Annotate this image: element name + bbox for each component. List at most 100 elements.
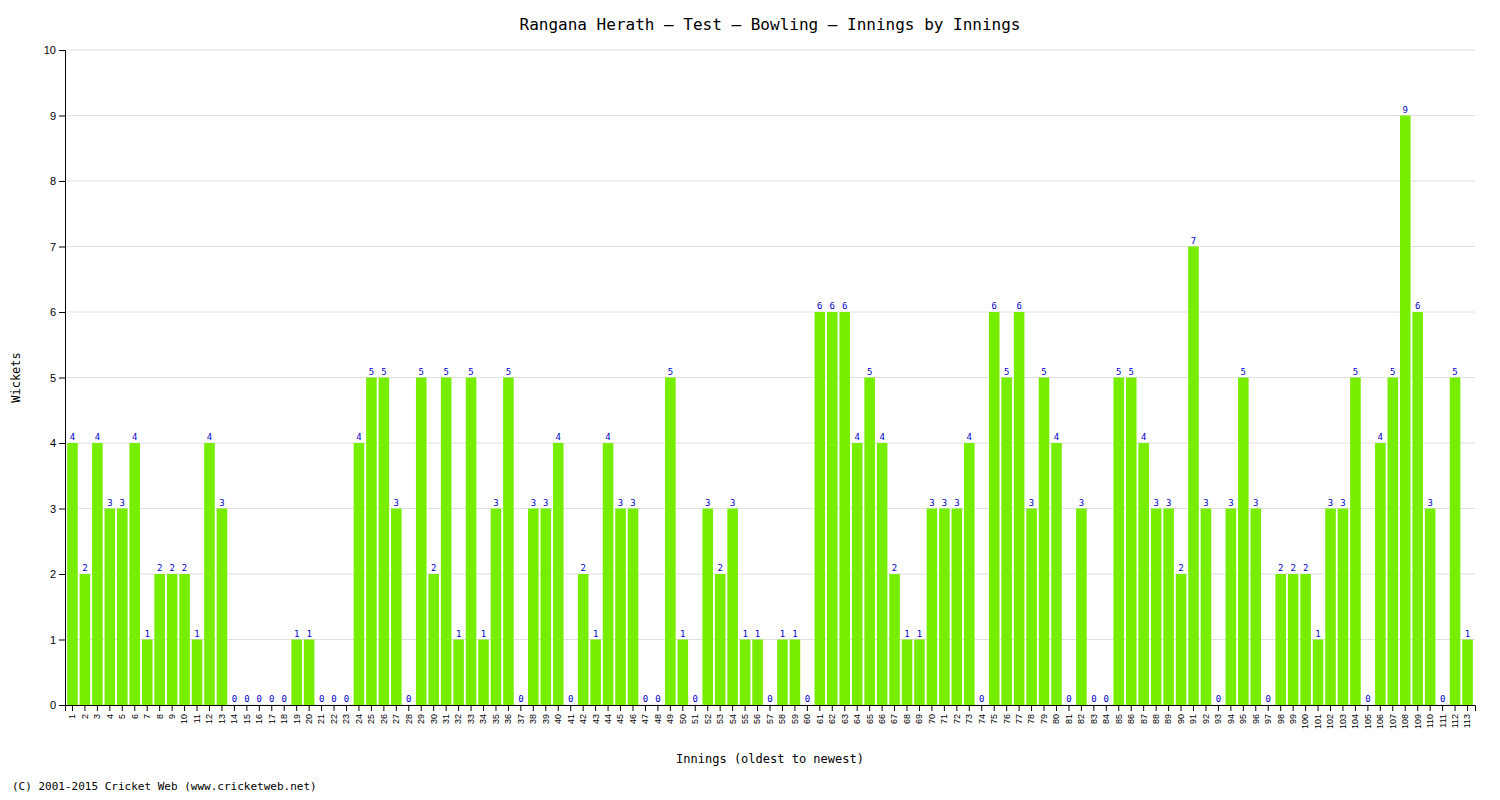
y-tick-mark (59, 181, 65, 182)
x-tick: 90 (1176, 705, 1186, 724)
x-tick-mark (608, 705, 609, 711)
y-tick: 7 (50, 241, 65, 253)
bar (516, 705, 527, 706)
x-tick-label: 3 (92, 714, 102, 719)
x-tick: 92 (1201, 705, 1211, 724)
bar (690, 705, 701, 706)
x-tick: 32 (453, 705, 463, 724)
x-tick-label: 42 (578, 714, 588, 724)
x-tick-label: 105 (1363, 714, 1373, 729)
bar (217, 509, 228, 706)
y-tick: 10 (44, 44, 65, 56)
x-tick-label: 108 (1400, 714, 1410, 729)
bar (889, 574, 900, 705)
y-tick-mark (59, 312, 65, 313)
x-tick-mark (632, 705, 633, 711)
data-label: 1 (780, 629, 785, 639)
y-tick-mark (59, 705, 65, 706)
y-tick: 6 (50, 306, 65, 318)
data-label: 3 (1029, 498, 1034, 508)
x-tick-mark (819, 705, 820, 711)
x-tick-label: 91 (1188, 714, 1198, 724)
x-tick-label: 84 (1101, 714, 1111, 724)
x-tick: 107 (1388, 705, 1398, 729)
x-tick-label: 111 (1437, 714, 1447, 728)
data-label: 3 (1253, 498, 1258, 508)
x-tick: 31 (441, 705, 451, 724)
bar (428, 574, 439, 705)
x-tick-label: 103 (1338, 714, 1348, 729)
bar (416, 378, 427, 706)
bar (466, 378, 477, 706)
y-tick-label: 5 (50, 372, 56, 384)
x-tick: 47 (640, 705, 650, 724)
x-tick: 102 (1325, 705, 1335, 729)
data-label: 5 (1390, 367, 1395, 377)
bar (553, 443, 564, 705)
bar (229, 705, 240, 706)
x-tick-mark (707, 705, 708, 711)
bar (640, 705, 651, 706)
bar (291, 640, 302, 706)
bar (1126, 378, 1137, 706)
y-tick-label: 6 (50, 306, 56, 318)
data-label: 2 (182, 563, 187, 573)
data-label: 3 (929, 498, 934, 508)
x-tick: 1 (67, 705, 77, 719)
x-tick: 37 (516, 705, 526, 724)
x-tick-label: 73 (964, 714, 974, 724)
bar (565, 705, 576, 706)
y-tick: 3 (50, 503, 65, 515)
bar (1238, 378, 1249, 706)
x-tick-mark (346, 705, 347, 711)
y-tick-label: 9 (50, 110, 56, 122)
data-label: 0 (319, 694, 324, 704)
bar (1201, 509, 1212, 706)
x-tick-mark (745, 705, 746, 711)
x-tick: 29 (416, 705, 426, 724)
y-tick-mark (59, 50, 65, 51)
y-tick-label: 8 (50, 175, 56, 187)
x-tick-mark (483, 705, 484, 711)
data-label: 0 (269, 694, 274, 704)
bar (1101, 705, 1112, 706)
x-tick-label: 18 (279, 714, 289, 724)
x-tick: 52 (703, 705, 713, 724)
x-tick: 101 (1313, 705, 1323, 729)
bar (316, 705, 327, 706)
x-tick: 27 (391, 705, 401, 724)
x-tick: 85 (1114, 705, 1124, 724)
bar (715, 574, 726, 705)
x-tick: 106 (1375, 705, 1385, 729)
x-tick-mark (147, 705, 148, 711)
data-label: 0 (244, 694, 249, 704)
bar (1051, 443, 1062, 705)
x-tick-mark (1181, 705, 1182, 711)
bar (541, 509, 552, 706)
x-tick-mark (545, 705, 546, 711)
bars (67, 116, 1473, 706)
data-labels: 4243341222143000001100045530525151350334… (70, 105, 1470, 705)
x-tick: 68 (902, 705, 912, 724)
data-label: 5 (1004, 367, 1009, 377)
x-tick-mark (1268, 705, 1269, 711)
x-tick-mark (221, 705, 222, 711)
x-tick-mark (1056, 705, 1057, 711)
x-tick-label: 98 (1276, 714, 1286, 724)
x-tick-mark (533, 705, 534, 711)
grid-line (65, 508, 1475, 509)
y-tick-label: 7 (50, 241, 56, 253)
x-tick: 26 (379, 705, 389, 724)
data-label: 0 (1266, 694, 1271, 704)
x-tick: 99 (1288, 705, 1298, 724)
x-tick-mark (84, 705, 85, 711)
x-tick-mark (595, 705, 596, 711)
bar (117, 509, 128, 706)
data-label: 5 (468, 367, 473, 377)
x-tick-mark (271, 705, 272, 711)
x-tick: 81 (1064, 705, 1074, 724)
data-label: 1 (755, 629, 760, 639)
bar (1014, 312, 1025, 705)
x-tick-mark (1342, 705, 1343, 711)
data-label: 0 (979, 694, 984, 704)
